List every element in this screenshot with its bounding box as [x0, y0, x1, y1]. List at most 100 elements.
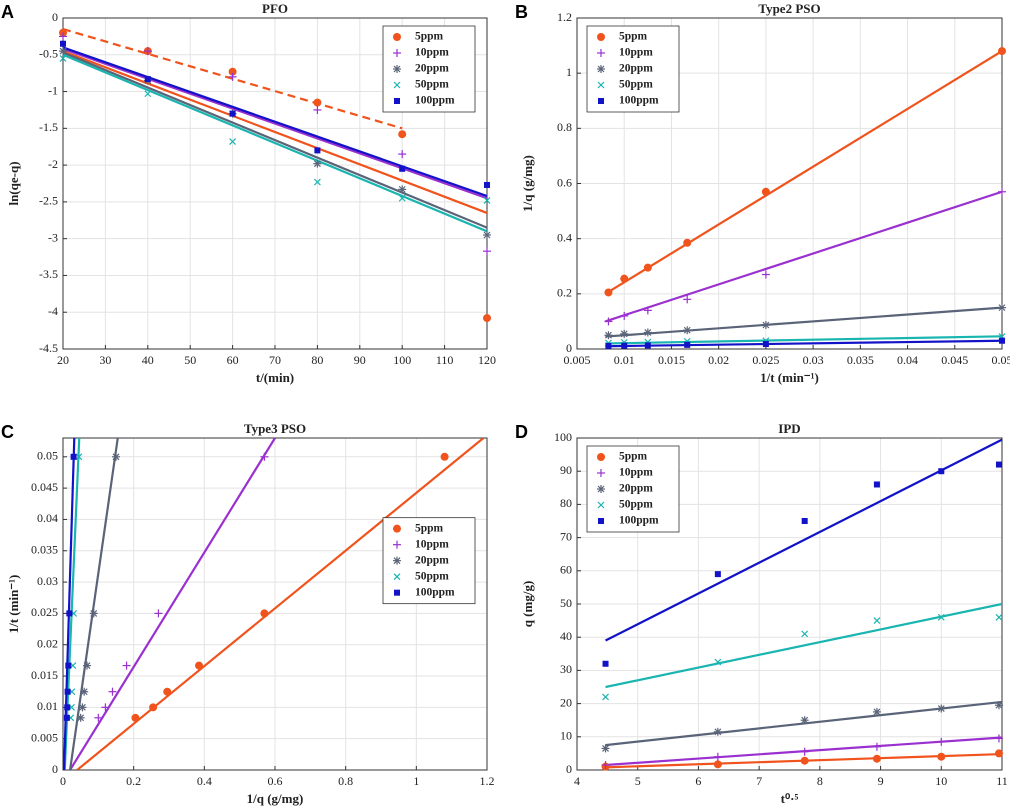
- legend-label: 100ppm: [619, 515, 659, 527]
- data-point: [314, 147, 321, 154]
- legend-marker: [597, 65, 605, 73]
- legend-marker: [597, 49, 605, 57]
- y-tick-label: 1.2: [557, 10, 572, 24]
- panel-label: D: [515, 422, 528, 442]
- data-point: [938, 468, 945, 475]
- y-tick-label: 30: [560, 662, 572, 676]
- data-point: [60, 40, 66, 47]
- x-tick-label: 5: [635, 774, 641, 788]
- x-tick-label: 70: [269, 353, 281, 367]
- data-point: [229, 110, 236, 117]
- marker-dot: [260, 609, 269, 618]
- data-point: [761, 321, 770, 330]
- y-tick-label: 1: [566, 65, 572, 79]
- data-point: [998, 187, 1006, 196]
- legend-label: 5ppm: [415, 31, 444, 43]
- data-point: [154, 609, 163, 618]
- marker-square: [602, 660, 609, 667]
- data-point: [761, 270, 770, 279]
- marker-square: [399, 165, 406, 172]
- marker-square: [873, 481, 880, 488]
- y-tick-label: 80: [560, 496, 572, 510]
- data-point: [149, 703, 158, 712]
- marker-square: [314, 147, 321, 154]
- legend-marker: [393, 65, 401, 73]
- data-point: [75, 453, 83, 461]
- marker-stroke: [483, 196, 491, 204]
- y-tick-label: 0.05: [37, 449, 58, 463]
- marker-dot: [195, 661, 204, 670]
- legend-label: 50ppm: [619, 499, 653, 511]
- legend-marker: [597, 81, 605, 89]
- x-tick-label: 0.03: [803, 353, 824, 367]
- marker-stroke: [605, 331, 612, 339]
- legend-marker: [597, 469, 605, 477]
- data-point: [59, 55, 67, 62]
- data-point: [59, 32, 67, 41]
- marker-dot: [313, 98, 322, 107]
- marker-square: [484, 181, 490, 188]
- legend-label: 10ppm: [619, 467, 653, 479]
- data-point: [937, 613, 945, 621]
- marker-square: [995, 461, 1002, 468]
- legend-label: 100ppm: [415, 586, 455, 598]
- marker-dot: [937, 752, 946, 761]
- marker-square: [229, 110, 236, 117]
- marker-stroke: [75, 453, 83, 461]
- y-tick-label: 70: [560, 529, 572, 543]
- x-tick-label: 6: [695, 774, 701, 788]
- marker-stroke: [937, 613, 945, 621]
- data-point: [313, 159, 322, 168]
- fit-line: [63, 438, 76, 770]
- marker-dot: [620, 274, 629, 283]
- x-tick-label: 0.05: [992, 353, 1010, 367]
- chart-title: Type3 PSO: [244, 421, 306, 436]
- data-point: [872, 754, 881, 763]
- y-tick-label: 0: [566, 762, 572, 776]
- x-tick-label: 0.04: [897, 353, 918, 367]
- marker-stroke: [313, 178, 321, 186]
- x-axis-label: 1/t (min⁻¹): [760, 370, 819, 385]
- marker-stroke: [620, 330, 628, 338]
- y-tick-label: 0.01: [37, 699, 58, 713]
- data-point: [643, 263, 652, 272]
- legend-label: 50ppm: [415, 570, 449, 582]
- legend-marker: [393, 540, 401, 549]
- marker-stroke: [80, 688, 88, 696]
- panel-label: B: [515, 2, 528, 22]
- marker-stroke: [79, 703, 86, 711]
- y-tick-label: 0.04: [37, 511, 58, 525]
- marker-square: [394, 589, 400, 596]
- marker-stroke: [602, 744, 609, 752]
- x-axis-label: t/(min): [256, 370, 294, 385]
- data-point: [228, 72, 237, 81]
- data-point: [64, 704, 71, 711]
- marker-dot: [163, 687, 172, 696]
- marker-dot: [761, 187, 770, 196]
- data-point: [602, 693, 609, 701]
- fit-line: [63, 53, 487, 233]
- x-tick-label: 0.005: [564, 353, 591, 367]
- marker-stroke: [801, 630, 809, 638]
- y-tick-label: 0.025: [31, 605, 58, 619]
- marker-stroke: [714, 728, 722, 736]
- legend-label: 50ppm: [619, 79, 653, 91]
- data-point: [872, 742, 881, 751]
- marker-square: [605, 342, 612, 349]
- legend-marker: [393, 49, 401, 57]
- data-point: [483, 247, 491, 256]
- data-point: [604, 317, 613, 326]
- marker-square: [762, 341, 769, 348]
- x-tick-label: 8: [817, 774, 823, 788]
- y-tick-label: -1.5: [39, 120, 58, 134]
- marker-dot: [597, 33, 605, 41]
- marker-dot: [604, 288, 613, 297]
- marker-stroke: [77, 714, 85, 722]
- marker-square: [65, 662, 72, 669]
- legend-label: 100ppm: [415, 95, 455, 107]
- data-point: [63, 714, 70, 721]
- y-tick-label: -2.5: [39, 194, 58, 208]
- marker-square: [70, 453, 77, 460]
- y-tick-label: 0.035: [31, 543, 58, 557]
- marker-stroke: [597, 501, 605, 509]
